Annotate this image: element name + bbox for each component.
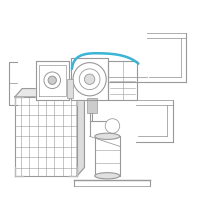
Ellipse shape — [95, 173, 120, 179]
Polygon shape — [108, 61, 137, 100]
Polygon shape — [87, 98, 97, 113]
Polygon shape — [67, 79, 73, 98]
Polygon shape — [15, 97, 77, 176]
Polygon shape — [77, 89, 84, 176]
Polygon shape — [36, 61, 69, 100]
Polygon shape — [95, 136, 120, 176]
Circle shape — [73, 63, 106, 96]
Polygon shape — [15, 89, 84, 97]
Circle shape — [105, 119, 120, 133]
Circle shape — [48, 76, 56, 84]
Polygon shape — [71, 58, 108, 100]
Circle shape — [44, 72, 61, 89]
Circle shape — [84, 74, 95, 84]
Ellipse shape — [95, 133, 120, 139]
